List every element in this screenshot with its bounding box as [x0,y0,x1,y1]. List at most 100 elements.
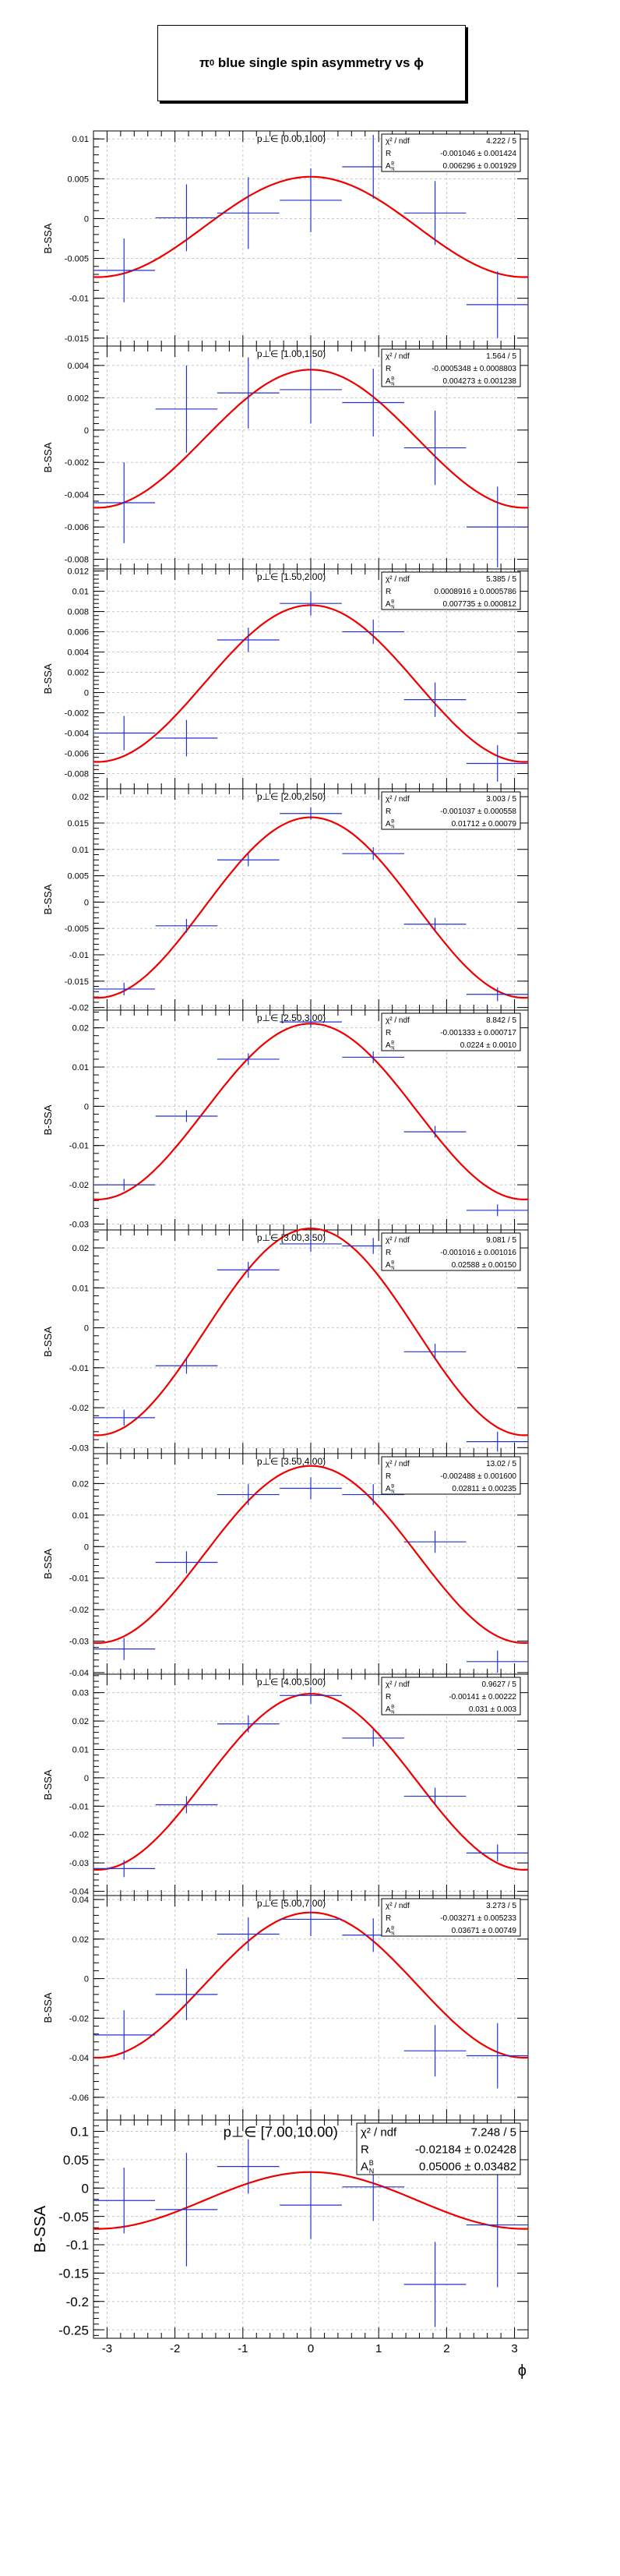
stats-a-subscript: N [391,1047,394,1051]
panel-2: -0.008 -0.006 -0.004 -0.002 0 0.002 0.004 p⊥∈ [… [42,345,529,570]
stats-a-value: 0.01712 ± 0.00079 [452,820,517,829]
y-tick-label: -0.02 [69,1404,89,1413]
stats-box: χ² / ndf 8.842 / 5 R -0.001333 ± 0.000717 A B… [381,1012,521,1051]
y-tick-label: -0.002 [65,709,89,719]
data-point [280,1687,342,1705]
stats-chi2-label: χ² / ndf [361,2126,397,2140]
stats-r-value: -0.001333 ± 0.000717 [440,1029,516,1037]
data-point [466,1431,529,1452]
y-tick-label: 0 [84,1102,89,1111]
x-tick-label: 0 [308,2342,314,2355]
data-point [403,410,467,486]
y-tick-label: -0.004 [65,491,89,500]
y-tick-label: 0.01 [72,1511,89,1521]
y-axis-title: B-SSA [42,442,54,472]
data-point [93,1178,156,1191]
data-point [155,365,218,453]
y-tick-label: -0.04 [69,2054,89,2063]
stats-a-label: A [386,377,391,386]
stats-box-frame [381,791,521,830]
stats-a-superscript: B [391,1041,394,1046]
data-point [280,1235,342,1253]
y-tick-label: 0 [82,2181,89,2196]
panel-label: p⊥∈ [2.50,3.00) [257,1012,326,1023]
x-tick-label: 3 [511,2342,517,2355]
stats-chi2-value: 3.003 / 5 [486,795,516,804]
stats-a-superscript: B [391,1927,394,1931]
stats-r-label: R [386,365,391,373]
data-point [466,2023,529,2089]
panel-label: p⊥∈ [4.00,5.00) [257,1677,326,1687]
stats-r-value: -0.001037 ± 0.000558 [440,807,516,816]
y-tick-label: -0.04 [69,1888,89,1897]
data-point [93,982,156,996]
data-point [155,1110,218,1122]
stats-chi2-label: χ² / ndf [386,1460,410,1468]
stats-box: χ² / ndf 9.081 / 5 R -0.001016 ± 0.001016 A B… [381,1232,521,1271]
stats-chi2-label: χ² / ndf [386,575,410,584]
x-axis-title: ϕ [518,2362,527,2380]
data-point [93,1409,156,1426]
y-tick-label: -0.2 [66,2295,89,2309]
y-tick-label: -0.008 [65,556,89,565]
stats-r-value: -0.002488 ± 0.001600 [440,1472,516,1481]
panel-3: -0.008 -0.006 -0.004 -0.002 0 0.002 0.004 0.006… [42,567,529,790]
data-point [155,1358,218,1374]
data-point [217,853,280,867]
y-axis-title: B-SSA [42,884,54,914]
data-point [466,1204,529,1217]
stats-box-frame [381,1898,521,1937]
panel-9: -0.06 -0.04 -0.02 0 0.02 0.04 p⊥∈ [5.00,7.00) B… [42,1895,529,2121]
panel-label: p⊥∈ [2.00,2.50) [257,791,326,802]
data-point [93,1638,156,1660]
stats-box-frame [356,2122,521,2175]
y-tick-label: -0.02 [69,1606,89,1615]
y-tick-label: 0.002 [67,394,89,403]
stats-chi2-label: χ² / ndf [386,795,410,804]
data-point [155,919,218,933]
stats-chi2-label: χ² / ndf [386,1236,410,1245]
y-tick-label: -0.05 [58,2210,89,2224]
x-tick-label: -2 [170,2342,180,2355]
y-tick-label: -0.006 [65,750,89,759]
data-point [280,355,342,424]
panel-10: -0.25 -0.2 -0.15 -0.1 -0.05 0 0.05 0.1 p⊥∈ [7.00… [32,2119,529,2380]
stats-chi2-label: χ² / ndf [386,352,410,361]
data-point [155,1551,218,1574]
y-tick-label: 0.005 [67,872,89,882]
y-tick-label: -0.008 [65,770,89,779]
stats-box-frame [381,1012,521,1051]
stats-r-value: -0.0005348 ± 0.0008803 [432,365,516,373]
stats-a-label: A [386,1261,391,1270]
stats-r-value: -0.001046 ± 0.001424 [440,150,516,158]
y-axis-title: B-SSA [42,223,54,253]
panel-label: p⊥∈ [3.00,3.50) [257,1232,326,1243]
stats-a-label: A [386,820,391,829]
stats-box: χ² / ndf 3.003 / 5 R -0.001037 ± 0.000558 A B… [381,791,521,830]
data-point [155,2153,218,2267]
stats-r-label: R [361,2143,369,2157]
y-tick-label: 0.002 [67,669,89,678]
data-point [217,1053,280,1065]
y-tick-label: -0.002 [65,458,89,468]
panel-5: -0.03 -0.02 -0.01 0 0.01 0.02 p⊥∈ [2.50,3.00) B… [42,1009,529,1231]
y-tick-label: 0 [84,1975,89,1984]
y-axis-title: B-SSA [42,1327,54,1357]
data-point [342,847,405,860]
panel-4: -0.02 -0.015 -0.01 -0.005 0 0.005 0.01 0.015 0.0… [42,788,529,1013]
stats-a-value: 0.007735 ± 0.000812 [443,600,517,609]
y-tick-label: 0 [84,1774,89,1783]
stats-box: χ² / ndf 0.9627 / 5 R -0.00141 ± 0.00222 A BN… [381,1677,521,1716]
stats-chi2-value: 7.248 / 5 [471,2126,516,2140]
data-point [342,369,405,437]
panel-8: -0.04 -0.03 -0.02 -0.01 0 0.01 0.02 0.03 p⊥∈ [4.… [42,1673,529,1897]
y-tick-label: 0 [84,898,89,907]
data-point [93,239,156,302]
y-tick-label: -0.01 [69,295,89,304]
stats-a-value: 0.004273 ± 0.001238 [443,377,517,386]
y-tick-label: -0.01 [69,1802,89,1811]
stats-a-label: A [386,600,391,609]
panel-label: p⊥∈ [1.00,1.50) [257,348,326,359]
stats-r-value: -0.003271 ± 0.005233 [440,1914,516,1923]
